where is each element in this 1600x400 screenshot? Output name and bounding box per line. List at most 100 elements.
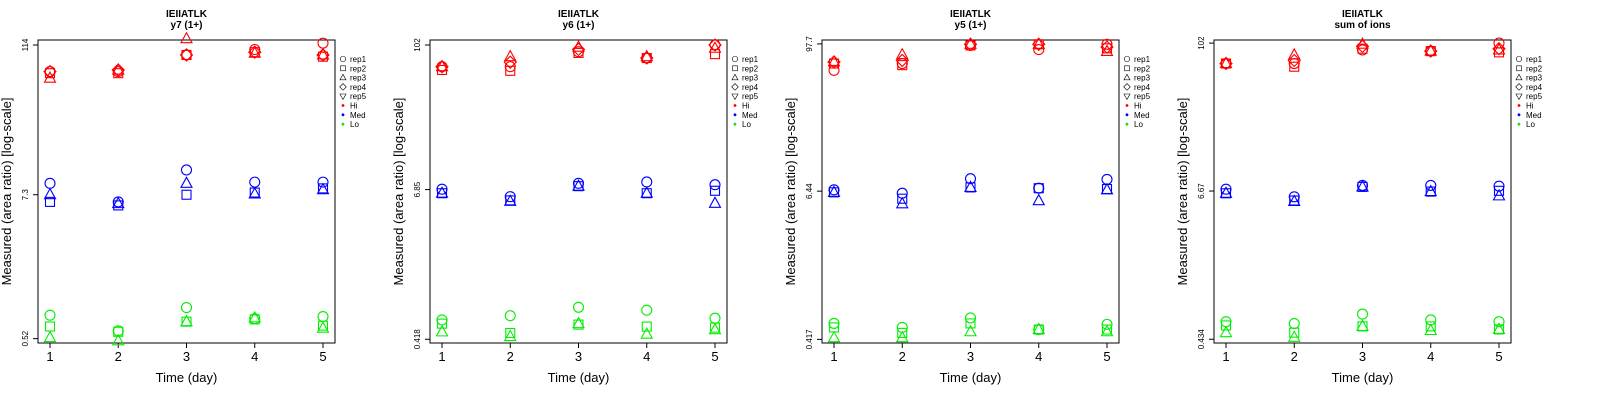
legend-symbol-rep3 bbox=[1123, 73, 1131, 81]
data-point-lo-rep2 bbox=[436, 318, 448, 329]
y-tick-label: 0.52 bbox=[21, 330, 30, 346]
data-point-med-rep1 bbox=[504, 191, 516, 203]
legend-label: rep4 bbox=[1526, 83, 1543, 92]
y-axis-label: Measured (area ratio) [log-scale] bbox=[783, 98, 798, 286]
data-point-hi-rep3 bbox=[708, 41, 722, 53]
legend-label: rep4 bbox=[1134, 83, 1151, 92]
data-point-med-rep3 bbox=[316, 182, 330, 195]
legend-label: rep4 bbox=[742, 83, 759, 92]
x-axis-label: Time (day) bbox=[548, 370, 610, 385]
data-point-hi-rep1 bbox=[828, 64, 840, 76]
data-point-hi-rep2 bbox=[181, 49, 192, 60]
x-tick-label: 4 bbox=[643, 349, 650, 364]
data-point-med-rep1 bbox=[709, 179, 721, 191]
data-point-med-rep1 bbox=[180, 164, 193, 176]
data-point-hi-rep3 bbox=[1492, 42, 1506, 55]
data-point-lo-rep2 bbox=[897, 327, 908, 338]
data-point-lo-rep1 bbox=[1220, 316, 1232, 328]
data-point-lo-rep3 bbox=[1356, 319, 1369, 331]
y-tick-label: 114 bbox=[21, 38, 30, 51]
data-point-hi-rep4 bbox=[1492, 41, 1506, 56]
legend-symbol-rep1 bbox=[1123, 55, 1131, 63]
data-point-lo-rep3 bbox=[964, 324, 977, 337]
legend-label: rep2 bbox=[350, 64, 367, 73]
data-point-hi-rep3 bbox=[316, 47, 330, 60]
legend-symbol-rep5 bbox=[1123, 93, 1131, 101]
x-tick-label: 5 bbox=[319, 349, 326, 364]
data-point-lo-rep2 bbox=[113, 326, 124, 337]
legend-label: rep5 bbox=[742, 92, 759, 101]
data-point-lo-rep2 bbox=[641, 321, 652, 332]
legend-label: Lo bbox=[1134, 120, 1143, 129]
data-point-lo-rep3 bbox=[316, 321, 330, 333]
x-tick-label: 3 bbox=[967, 349, 974, 364]
data-point-med-rep3 bbox=[111, 196, 125, 209]
y-tick-label: 6.85 bbox=[413, 181, 422, 197]
data-point-hi-rep4 bbox=[1423, 44, 1438, 58]
data-point-med-rep3 bbox=[572, 179, 585, 191]
legend-dot-hi bbox=[1517, 104, 1521, 107]
data-point-hi-rep1 bbox=[180, 49, 193, 61]
data-point-hi-rep3 bbox=[827, 54, 841, 67]
data-point-med-rep1 bbox=[317, 176, 329, 188]
x-tick-label: 3 bbox=[575, 349, 582, 364]
legend-label: Hi bbox=[1526, 102, 1534, 111]
plot-frame bbox=[429, 39, 728, 344]
data-point-hi-rep3 bbox=[43, 71, 57, 83]
data-point-lo-rep2 bbox=[1425, 321, 1436, 332]
y-tick-label: 6.67 bbox=[1197, 183, 1206, 199]
legend-dot-med bbox=[1125, 113, 1129, 117]
data-point-hi-rep4 bbox=[1355, 39, 1370, 54]
data-point-lo-rep3 bbox=[180, 314, 193, 327]
data-point-lo-rep1 bbox=[1288, 317, 1300, 330]
data-point-med-rep3 bbox=[640, 186, 654, 198]
x-tick-label: 1 bbox=[830, 349, 837, 364]
data-point-med-rep3 bbox=[895, 196, 909, 209]
data-point-hi-rep2 bbox=[505, 65, 516, 76]
legend-symbol-rep3 bbox=[339, 73, 347, 81]
y-tick-label: 0.418 bbox=[413, 329, 422, 350]
data-point-lo-rep1 bbox=[964, 312, 977, 324]
data-point-hi-rep4 bbox=[571, 42, 586, 57]
data-point-lo-rep3 bbox=[111, 333, 125, 346]
data-point-hi-rep3 bbox=[503, 49, 517, 62]
y-axis-label: Measured (area ratio) [log-scale] bbox=[0, 98, 14, 286]
data-point-hi-rep4 bbox=[963, 37, 978, 52]
data-point-hi-rep4 bbox=[1219, 56, 1233, 71]
x-tick-label: 1 bbox=[46, 349, 53, 364]
legend-symbol-rep1 bbox=[1515, 55, 1523, 63]
plot-frame bbox=[37, 39, 336, 344]
legend-label: Med bbox=[1526, 111, 1542, 120]
data-point-hi-rep4 bbox=[639, 51, 654, 65]
legend-label: rep3 bbox=[1134, 74, 1151, 83]
data-point-lo-rep1 bbox=[44, 309, 56, 321]
y-tick-label: 97.7 bbox=[805, 36, 814, 52]
data-point-lo-rep1 bbox=[572, 301, 585, 313]
legend-label: rep3 bbox=[350, 74, 367, 83]
data-point-hi-rep4 bbox=[435, 59, 449, 74]
data-point-hi-rep3 bbox=[180, 31, 193, 44]
legend-label: rep5 bbox=[1526, 92, 1543, 101]
data-point-lo-rep3 bbox=[1492, 322, 1506, 334]
data-point-med-rep1 bbox=[249, 176, 261, 188]
legend-dot-hi bbox=[733, 104, 737, 107]
data-point-lo-rep3 bbox=[1100, 324, 1114, 337]
data-point-med-rep3 bbox=[1032, 193, 1046, 206]
data-point-hi-rep4 bbox=[1287, 53, 1302, 68]
data-point-hi-rep4 bbox=[111, 63, 126, 77]
chart-title: IEIIATLK bbox=[1342, 9, 1384, 20]
data-point-lo-rep1 bbox=[1356, 308, 1369, 320]
data-point-lo-rep2 bbox=[965, 318, 976, 329]
chart-subtitle: sum of ions bbox=[1334, 20, 1391, 31]
data-point-hi-rep4 bbox=[1100, 40, 1114, 54]
data-point-lo-rep1 bbox=[1101, 318, 1113, 330]
legend-symbol-rep1 bbox=[731, 55, 739, 63]
data-point-med-rep3 bbox=[827, 185, 841, 197]
data-point-hi-rep4 bbox=[1031, 37, 1046, 52]
x-tick-label: 3 bbox=[1359, 349, 1366, 364]
